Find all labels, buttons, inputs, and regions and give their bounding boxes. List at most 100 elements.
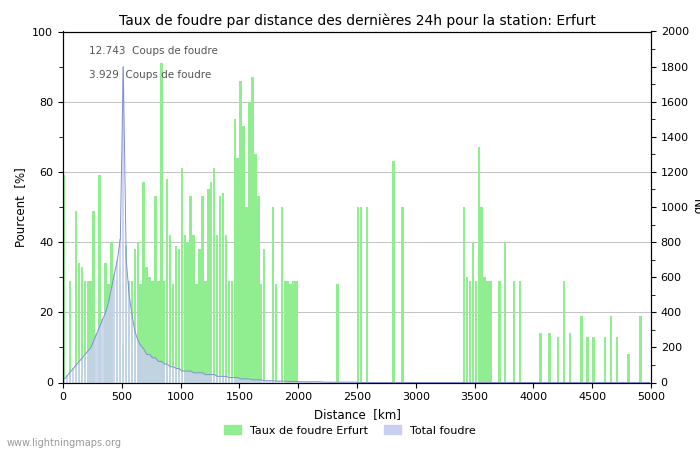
Bar [186,371,189,382]
Bar [139,346,142,382]
Bar [134,249,136,382]
Bar [127,295,130,382]
Bar [392,162,395,382]
Bar [195,373,198,382]
Bar [63,176,66,382]
Bar [172,367,174,382]
Bar [154,197,157,382]
Bar [136,340,139,382]
Bar [263,249,265,382]
Bar [281,207,283,382]
Bar [274,284,277,382]
Bar [260,284,262,382]
Bar [83,281,86,382]
Bar [627,355,630,382]
Bar [489,281,492,382]
Legend: Taux de foudre Erfurt, Total foudre: Taux de foudre Erfurt, Total foudre [220,421,480,440]
Bar [113,274,116,382]
Bar [284,281,286,382]
Bar [119,267,121,382]
Bar [131,316,133,382]
Bar [480,207,483,382]
Bar [225,376,228,382]
Bar [557,337,559,382]
Bar [148,355,150,382]
Bar [286,281,289,382]
Bar [160,361,162,382]
Bar [98,176,101,382]
Bar [90,281,92,382]
Bar [107,302,110,382]
Bar [104,263,106,382]
Bar [484,277,486,382]
Bar [66,375,69,382]
Bar [213,168,216,382]
Bar [175,369,177,382]
Bar [237,378,239,382]
Bar [201,197,204,382]
Bar [260,380,262,382]
Bar [245,207,248,382]
X-axis label: Distance  [km]: Distance [km] [314,408,400,421]
Bar [239,379,242,382]
Bar [75,365,77,382]
Bar [90,347,92,382]
Bar [201,373,204,382]
Bar [357,207,360,382]
Bar [234,378,236,382]
Bar [295,281,298,382]
Bar [539,333,542,382]
Bar [87,351,89,382]
Bar [242,379,245,382]
Bar [125,246,127,382]
Bar [183,235,186,382]
Bar [125,260,127,382]
Bar [463,207,466,382]
Bar [289,284,292,382]
Bar [190,197,192,382]
Bar [107,284,110,382]
Text: 3.929  Coups de foudre: 3.929 Coups de foudre [90,70,211,80]
Bar [604,337,606,382]
Y-axis label: Pourcent  [%]: Pourcent [%] [14,167,27,247]
Bar [181,168,183,382]
Bar [122,67,125,382]
Bar [181,371,183,382]
Bar [580,316,583,382]
Bar [169,367,172,382]
Text: www.lightningmaps.org: www.lightningmaps.org [7,438,122,448]
Bar [266,381,268,382]
Bar [245,379,248,382]
Bar [563,281,566,382]
Bar [257,380,260,382]
Bar [548,333,551,382]
Title: Taux de foudre par distance des dernières 24h pour la station: Erfurt: Taux de foudre par distance des dernière… [118,13,596,27]
Bar [242,126,245,382]
Bar [284,381,286,382]
Bar [148,277,150,382]
Bar [251,380,253,382]
Bar [163,281,165,382]
Bar [513,281,515,382]
Bar [210,374,213,382]
Bar [154,358,157,382]
Bar [204,374,206,382]
Bar [228,281,230,382]
Bar [110,242,113,382]
Bar [198,249,201,382]
Bar [230,281,233,382]
Bar [272,381,274,382]
Bar [63,379,66,382]
Bar [72,369,74,382]
Bar [639,316,642,382]
Bar [504,242,507,382]
Bar [222,376,224,382]
Bar [213,374,216,382]
Bar [151,358,154,382]
Bar [198,373,201,382]
Bar [272,207,274,382]
Bar [80,358,83,382]
Bar [146,355,148,382]
Bar [157,361,160,382]
Bar [151,281,154,382]
